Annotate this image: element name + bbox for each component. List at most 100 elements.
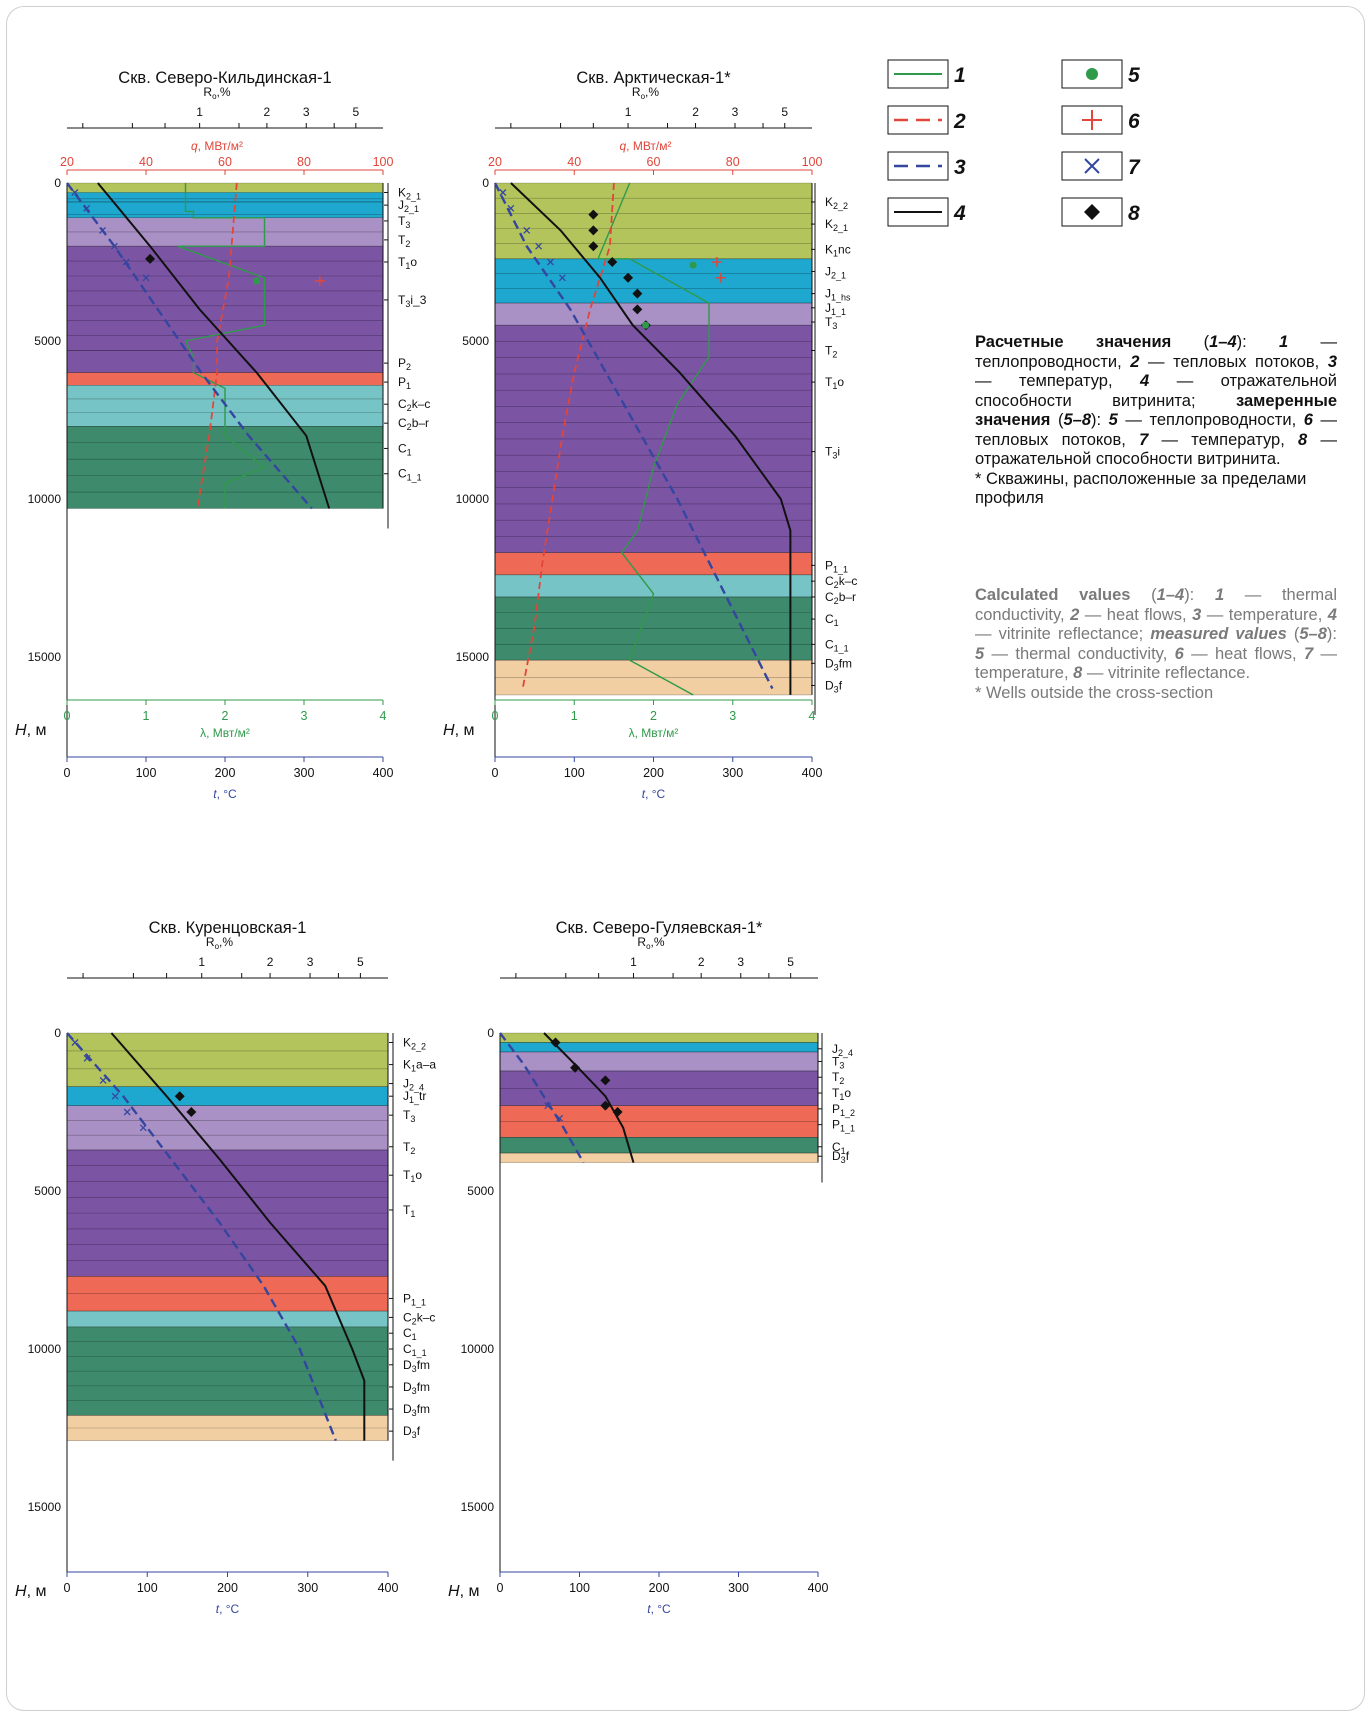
legend-number: 6 [1128,110,1140,133]
legend-en-part: — temperature, [1201,605,1328,624]
strat-label: D3fm [403,1358,430,1374]
strat-layer [67,1415,388,1441]
temperature-axis-tick-label: 400 [808,1581,829,1595]
vitrinite-point [600,1075,611,1086]
strat-label: K2_1 [825,217,848,233]
temperature-point [110,242,118,250]
legend-ru-meas-label: замеренные значения [975,391,1337,430]
temperature-axis-label: t, °C [216,1602,240,1616]
legend-number: 4 [953,202,966,225]
conductivity-axis: 0 1 2 3 4 λ, Мвт/м² [64,699,387,740]
temperature-point [547,258,554,266]
legend-ru-part: 4 [1140,372,1150,390]
conductivity-point [689,261,697,269]
conductivity-axis-label: λ, Мвт/м² [200,726,250,740]
legend-ru-part: — температур, [975,372,1141,390]
legend-dot-symbol [1086,68,1098,80]
strat-label: T3 [398,214,410,230]
temperature-axis: 0 100 200 300 400 t, °C [64,756,393,801]
strat-label: P1_1 [825,558,848,574]
vitrinite-curve [110,1032,366,1441]
vitrinite-point [174,1091,185,1102]
heat-flow-axis-tick-label: 80 [297,155,311,169]
strat-label: D3f [403,1424,421,1440]
heat-flow-axis-tick-label: 20 [488,155,502,169]
strat-layer [500,1051,818,1071]
strat-label: K1nc [825,242,851,258]
temperature-axis-tick-label: 300 [294,766,315,780]
temperature-curve [499,1032,585,1164]
temperature-point [499,189,507,196]
depth-tick-label: 0 [54,1026,61,1040]
temperature-point [123,1108,131,1116]
ro-axis-tick-label: 2 [698,955,705,969]
panel-title: Скв. Северо-Гуляевская-1* [556,919,763,937]
strat-label: J2_4 [832,1042,853,1058]
vitrinite-curve [510,182,792,695]
depth-tick-label: 0 [54,176,61,190]
temperature-axis-tick-label: 300 [297,1581,318,1595]
ro-axis-label: Ro,% [206,935,233,951]
legend-ru-part: 5 [1108,411,1118,429]
strat-label: T2 [825,343,837,359]
legend-en-part: — heat flows, [1079,605,1193,624]
legend-ru-part: ( [1050,411,1064,429]
panel-title: Скв. Северо-Кильдинская-1 [118,69,331,87]
heat-flow-axis-tick-label: 100 [373,155,394,169]
strat-layer [500,1137,818,1154]
legend-number: 7 [1128,156,1141,179]
legend-en-part: — vitrinite reflectance; [975,625,1151,643]
strat-label: C1 [398,441,412,457]
conductivity-axis-tick-label: 1 [143,709,150,723]
heat-flow-axis-label: q, МВт/м² [191,139,243,153]
conductivity-curve [177,183,266,509]
legend-en-part: — thermal conductivity, [984,644,1175,663]
legend-en-part: — heat flows, [1183,644,1304,663]
vitrinite-point [145,253,156,264]
legend-ru-part: 6 [1303,411,1313,429]
strat-column: K2_2K2_1K1ncJ2_1J1_hsJ1_1T3T2T1oT3iP1_1C… [811,183,857,715]
strat-label: J1_tr [403,1089,426,1105]
strat-layer [495,660,812,695]
depth-tick-label: 10000 [28,492,62,506]
strat-label: T1o [398,255,417,271]
legend-ru-part: 8 [1298,430,1308,449]
strat-label: T3 [825,315,837,331]
vitrinite-point [588,241,599,252]
heat-flow-point [711,257,722,267]
ro-axis-tick-label: 5 [787,955,794,969]
temperature-axis-tick-label: 300 [722,766,743,780]
temperature-axis-tick-label: 0 [492,766,499,780]
strat-layer [500,1033,818,1043]
legend-en-part: 1–4 [1156,586,1185,604]
vitrinite-point [623,272,634,283]
depth-axis-label: H, м [15,1583,46,1600]
temperature-axis-tick-label: 100 [137,1581,158,1595]
legend-en-meas-label: measured values [1150,625,1287,643]
strat-label: C2k–c [825,574,857,590]
legend-ru-note: * Скважины, расположенные за пределами п… [975,469,1307,508]
temperature-curve [66,1032,337,1442]
temperature-point [111,1092,119,1100]
legend-description-en: Calculated values (1–4): 1 — thermal con… [975,586,1337,703]
temperature-axis-label: t, °C [213,787,237,801]
temperature-axis-tick-label: 0 [64,766,71,780]
depth-tick-label: 0 [482,176,489,190]
legend-en-part: ): [1184,586,1215,604]
conductivity-curve [596,182,710,696]
depth-axis: 0 5000 10000 15000 H, м [448,1026,494,1600]
depth-tick-label: 10000 [28,1342,62,1356]
legend-ru-part: 2 [1130,352,1140,371]
conductivity-axis-tick-label: 3 [301,709,308,723]
legend-en-part: ( [1286,625,1300,643]
depth-tick-label: 15000 [456,650,490,664]
strat-label: C2b–r [398,416,429,432]
strat-label: J2_4 [403,1077,424,1093]
legend-ru-part: 5–8 [1063,411,1092,429]
depth-tick-label: 5000 [34,334,61,348]
legend-number: 3 [954,156,966,179]
strat-label: T1o [832,1086,851,1102]
strat-label: K2_2 [403,1035,426,1051]
